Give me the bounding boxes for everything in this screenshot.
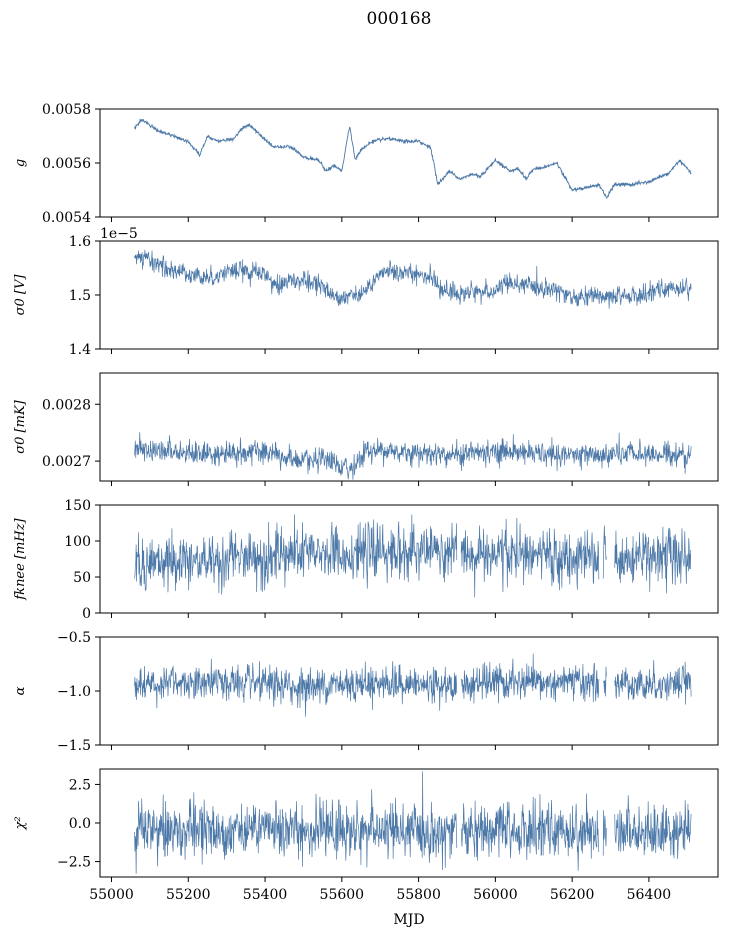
y-tick-label: 0.0 [69,816,91,832]
panel-6: −2.5 0.0 2.5 55000 55200 55400 55600 55800 56000… [13,768,719,903]
x-axis-label: MJD [393,912,424,928]
y-axis-label: g [13,159,28,167]
y-tick-label: 2.5 [69,777,91,793]
y-tick-label: 0.0028 [42,397,91,413]
figure-title: 000168 [367,9,432,29]
panel-1: 0.0054 0.0056 0.0058 g [13,102,719,226]
x-tick-label: 55200 [166,887,211,903]
x-tick-label: 55000 [89,887,134,903]
y-tick-label: 0.0058 [42,102,91,118]
y-axis-label: fknee [mHz] [13,517,28,600]
x-tick-label: 56200 [550,887,595,903]
y-tick-label: −2.5 [57,855,91,871]
series-line-6 [134,771,692,874]
series-line-5 [134,653,692,717]
y-tick-label: −1.5 [57,738,91,754]
x-tick-label: 55600 [320,887,365,903]
panel-2: 1.4 1.5 1.6 σ0 [V] 1e−5 [13,226,719,358]
y-axis-label: σ0 [mK] [13,399,28,453]
x-tick-label: 56000 [473,887,518,903]
axes-frame [99,768,719,878]
y-tick-label: 100 [64,534,91,550]
y-tick-label: 0.0027 [42,454,91,470]
panel-4: 0 50 100 150 fknee [mHz] [13,498,719,622]
axes-frame [99,504,719,614]
x-tick-label: 55400 [243,887,288,903]
y-tick-label: 0.0056 [42,156,91,172]
axes-frame [99,108,719,218]
series-line-1 [134,118,692,200]
axes-frame [99,372,719,482]
y-tick-label: 0.0054 [42,210,91,226]
y-tick-label: −0.5 [57,630,91,646]
y-tick-label: 1.5 [69,288,91,304]
y-tick-label: 1.4 [69,342,91,358]
y-axis-label: σ0 [V] [13,274,28,316]
series-line-4 [134,514,692,598]
y-tick-label: 1.6 [69,234,91,250]
offset-text: 1e−5 [100,226,138,242]
x-tick-label: 56400 [627,887,672,903]
y-tick-label: 0 [82,606,91,622]
panel-5: −1.5 −1.0 −0.5 α [13,630,719,754]
y-axis-label: χ² [13,816,28,830]
y-tick-label: 150 [64,498,91,514]
x-tick-label: 55800 [396,887,441,903]
panel-3: 0.0027 0.0028 σ0 [mK] [13,372,719,486]
series-line-2 [134,249,692,309]
y-axis-label: α [13,686,28,695]
y-tick-label: 50 [73,570,91,586]
series-line-3 [134,432,692,480]
y-tick-label: −1.0 [57,684,91,700]
